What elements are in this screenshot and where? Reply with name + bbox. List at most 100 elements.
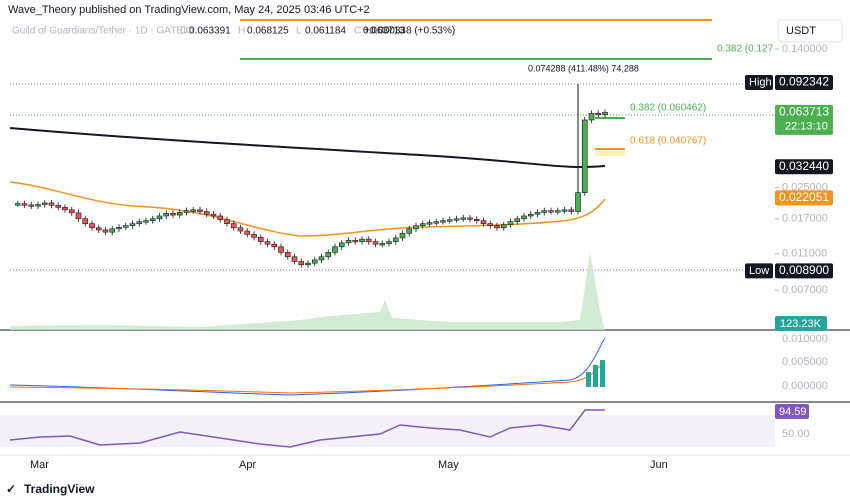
volume-area [10, 252, 605, 330]
candle [183, 210, 190, 213]
signal-line [9, 359, 606, 394]
candle [68, 209, 75, 214]
candle [48, 202, 55, 206]
candle [143, 220, 149, 223]
marker-tag [745, 75, 773, 91]
fib-label: 0.382 (0.127 [717, 44, 774, 55]
measure-label: 0.074288 (411.48%) 74,288 [528, 63, 639, 73]
candle [332, 246, 338, 253]
candle [116, 226, 122, 230]
candle [122, 225, 129, 228]
rsi-value: 94.59 [779, 406, 807, 418]
ohlc-key: O [180, 26, 188, 37]
candle [534, 212, 541, 215]
candle [359, 238, 365, 242]
candle [575, 192, 581, 212]
candle [365, 238, 372, 242]
macd-hist [600, 360, 605, 387]
candle [311, 259, 318, 264]
y-tick-label: 0.007000 [782, 284, 828, 296]
candle [406, 228, 413, 234]
candle [514, 218, 521, 222]
candle [217, 215, 224, 221]
candle [338, 242, 345, 248]
candle [399, 232, 406, 239]
macd-tick: 0.005000 [782, 356, 828, 368]
candle [446, 219, 453, 222]
candle [588, 113, 595, 121]
price-marker-label: 0.008900 [779, 263, 829, 277]
ohlc-value: 0.063713 [363, 26, 405, 37]
macd-tick: 0.000000 [782, 380, 828, 392]
candle [419, 223, 426, 226]
candle [473, 218, 480, 222]
candle [264, 241, 271, 245]
candle [41, 202, 48, 205]
candle [372, 241, 379, 245]
price-marker [775, 190, 833, 206]
candle [487, 223, 494, 226]
candle [136, 221, 143, 224]
candle [379, 243, 386, 246]
price-marker [775, 159, 833, 175]
ema-line [9, 181, 606, 237]
candle [548, 210, 554, 213]
candle [210, 213, 217, 217]
price-marker [775, 263, 833, 279]
macd-tick: 0.010000 [782, 333, 828, 345]
y-tick-label: 0.011000 [782, 248, 827, 260]
candle [426, 222, 433, 225]
candle [521, 215, 527, 220]
marker-tag-label: High [749, 76, 772, 88]
candle [75, 212, 82, 220]
fib-label: 0.618 (0.040767) [630, 136, 706, 147]
month: Mar [30, 459, 49, 471]
candle [109, 228, 116, 233]
candle [392, 237, 399, 242]
candle [197, 209, 203, 212]
y-tick-label: 0.017000 [782, 213, 828, 225]
candle [453, 218, 460, 221]
macd-hist [593, 365, 598, 387]
candle [21, 203, 28, 206]
candle [581, 119, 588, 194]
candle [318, 256, 325, 261]
candle [149, 218, 156, 221]
candle [190, 209, 197, 212]
candle [170, 212, 176, 216]
candles [14, 109, 608, 268]
rsi-badge [775, 404, 809, 419]
ohlc-key: C [354, 26, 361, 37]
fib-label: 0.382 (0.060462) [630, 103, 706, 114]
candle [14, 203, 21, 206]
candle [237, 227, 244, 232]
candle [163, 212, 170, 217]
candle [554, 210, 561, 213]
candle [156, 215, 163, 220]
candle [325, 252, 332, 258]
price-marker [775, 104, 833, 135]
month: May [438, 459, 459, 471]
publisher: Wave_Theory published on TradingView.com… [8, 4, 370, 16]
rsi-line [9, 409, 605, 448]
candle [203, 211, 210, 215]
marker-tag-label: Low [749, 265, 769, 277]
price-marker-label: 0.092342 [779, 75, 829, 89]
change: +0.000338 (+0.53%) [364, 26, 455, 37]
candle [413, 225, 419, 230]
ohlc-key: H [238, 26, 245, 37]
currency-button[interactable] [777, 19, 843, 43]
candle [345, 240, 352, 244]
currency[interactable]: USDT [786, 25, 816, 37]
ohlc-value: 0.061184 [305, 26, 346, 37]
price-marker-label: 0.063713 [779, 105, 829, 119]
candle [527, 213, 534, 217]
volume-value: 123.23K [780, 318, 822, 330]
candle [271, 243, 278, 248]
candle [95, 227, 102, 231]
candle [500, 224, 507, 229]
fib-zone [595, 151, 625, 156]
sma-line [9, 127, 606, 169]
